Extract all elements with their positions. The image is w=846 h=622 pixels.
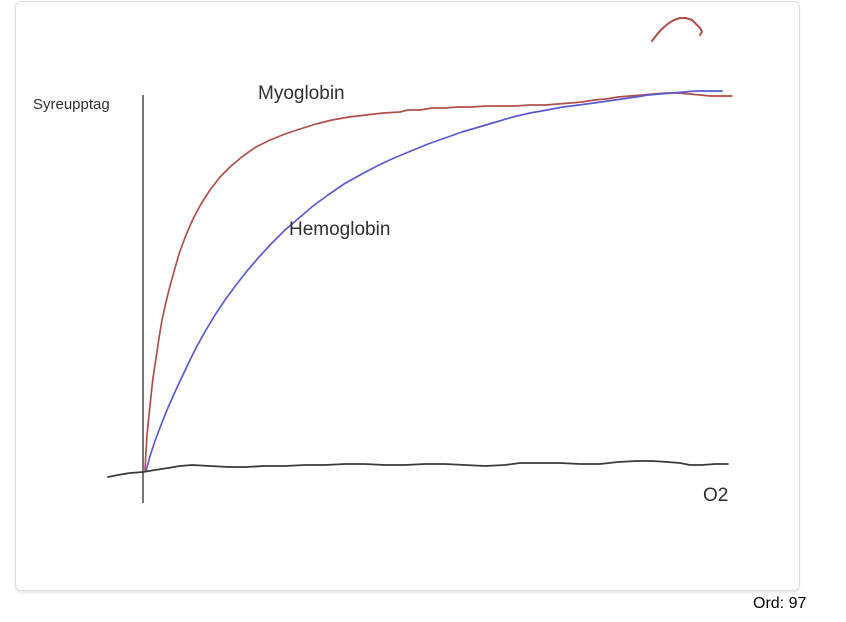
word-count-indicator[interactable]: Ord: 97 [753,595,807,612]
hemoglobin-label: Hemoglobin [289,219,391,240]
myoglobin-label: Myoglobin [258,83,345,104]
y-axis-label: Syreupptag [33,96,110,113]
x-axis-label: O2 [703,485,729,506]
drawing-frame[interactable] [15,1,800,591]
